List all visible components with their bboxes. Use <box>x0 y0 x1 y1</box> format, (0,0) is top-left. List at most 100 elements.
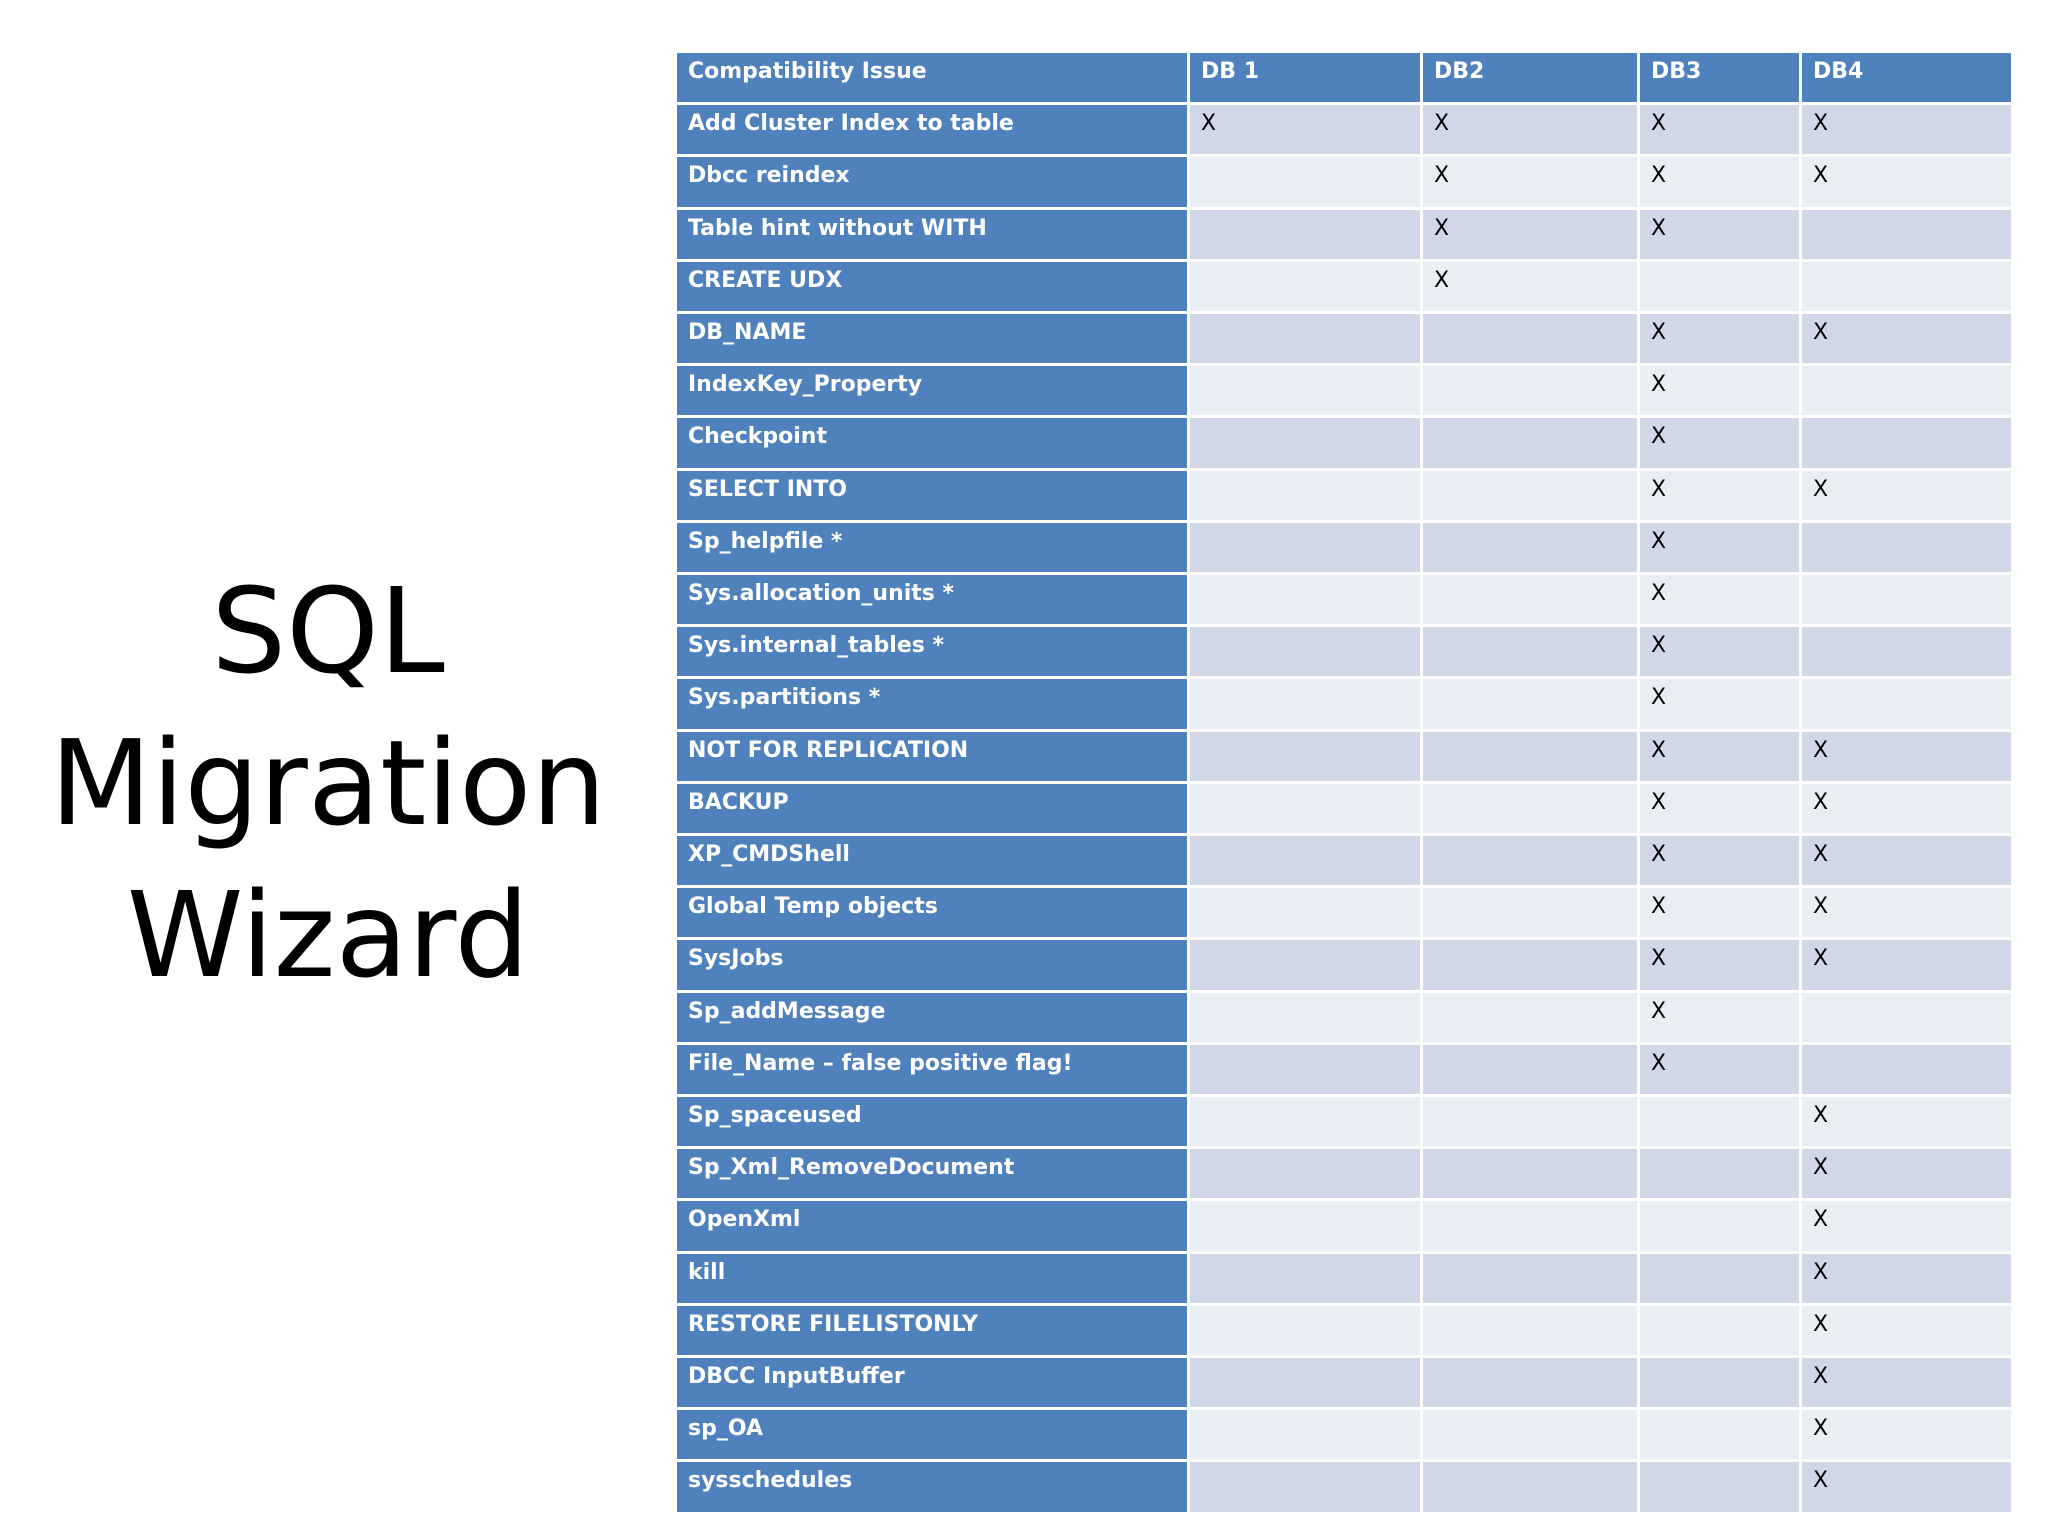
table-cell: NOT FOR REPLICATION <box>677 731 1190 784</box>
table-cell <box>1423 1253 1640 1306</box>
table-cell <box>1423 418 1640 471</box>
table-cell <box>1190 209 1423 262</box>
table-cell: X <box>1640 627 1802 680</box>
table-cell: BACKUP <box>677 783 1190 836</box>
table-cell: X <box>1802 1358 2014 1411</box>
table-cell <box>1640 1253 1802 1306</box>
table-cell <box>1190 157 1423 210</box>
table-cell <box>1423 1149 1640 1202</box>
table-cell: DB3 <box>1640 53 1802 106</box>
table-cell <box>1190 679 1423 732</box>
table-cell <box>1802 261 2014 314</box>
table-cell: X <box>1802 1201 2014 1254</box>
table-cell <box>1190 1410 1423 1463</box>
table-cell: DB_NAME <box>677 314 1190 367</box>
table-cell: Dbcc reindex <box>677 157 1190 210</box>
table-cell: IndexKey_Property <box>677 366 1190 419</box>
table-cell <box>1190 575 1423 628</box>
title-line: Wizard <box>126 866 530 1004</box>
table-cell: SysJobs <box>677 940 1190 993</box>
table-cell: X <box>1640 1044 1802 1097</box>
table-cell: X <box>1640 418 1802 471</box>
table-cell: X <box>1423 209 1640 262</box>
table-cell: Sys.partitions * <box>677 679 1190 732</box>
table-cell <box>1802 627 2014 680</box>
table-cell: X <box>1640 992 1802 1045</box>
table-cell <box>1423 1305 1640 1358</box>
table-cell <box>1423 940 1640 993</box>
table-cell <box>1423 1044 1640 1097</box>
table-cell: X <box>1640 679 1802 732</box>
table-cell: Table hint without WITH <box>677 209 1190 262</box>
table-cell <box>1423 1201 1640 1254</box>
table-cell: SELECT INTO <box>677 470 1190 523</box>
table-cell <box>1190 1201 1423 1254</box>
table-cell <box>1190 1305 1423 1358</box>
table-cell <box>1802 1044 2014 1097</box>
table-cell <box>1190 1097 1423 1150</box>
table-cell: File_Name – false positive flag! <box>677 1044 1190 1097</box>
table-cell: X <box>1802 105 2014 158</box>
table-cell: X <box>1640 209 1802 262</box>
table-cell <box>1423 627 1640 680</box>
table-cell: Sp_Xml_RemoveDocument <box>677 1149 1190 1202</box>
table-cell: Checkpoint <box>677 418 1190 471</box>
table-cell: X <box>1640 575 1802 628</box>
table-cell <box>1190 1149 1423 1202</box>
table-cell: X <box>1640 888 1802 941</box>
table-cell: X <box>1802 731 2014 784</box>
table-cell <box>1802 575 2014 628</box>
table-cell <box>1640 1358 1802 1411</box>
table-cell: X <box>1640 522 1802 575</box>
table-cell: RESTORE FILELISTONLY <box>677 1305 1190 1358</box>
table-cell: XP_CMDShell <box>677 836 1190 889</box>
table-cell: X <box>1802 470 2014 523</box>
table-cell <box>1190 366 1423 419</box>
table-cell: X <box>1802 314 2014 367</box>
table-cell <box>1423 731 1640 784</box>
table-cell: OpenXml <box>677 1201 1190 1254</box>
table-cell: X <box>1640 836 1802 889</box>
table-cell: X <box>1640 731 1802 784</box>
table-cell: Sp_addMessage <box>677 992 1190 1045</box>
table-cell: X <box>1802 836 2014 889</box>
table-cell: X <box>1802 940 2014 993</box>
table-cell: X <box>1190 105 1423 158</box>
table-cell <box>1190 940 1423 993</box>
table-cell: X <box>1640 366 1802 419</box>
table-cell <box>1190 418 1423 471</box>
table-cell <box>1190 992 1423 1045</box>
title-line: SQL <box>211 562 445 700</box>
table-cell <box>1423 1462 1640 1515</box>
table-cell: X <box>1802 1253 2014 1306</box>
table-cell: DB4 <box>1802 53 2014 106</box>
table-cell: X <box>1802 888 2014 941</box>
table-cell: kill <box>677 1253 1190 1306</box>
table-cell <box>1190 1462 1423 1515</box>
table-cell: X <box>1423 105 1640 158</box>
table-cell <box>1423 992 1640 1045</box>
table-cell: Sys.internal_tables * <box>677 627 1190 680</box>
table-cell: X <box>1640 940 1802 993</box>
table-cell <box>1423 1410 1640 1463</box>
table-cell: CREATE UDX <box>677 261 1190 314</box>
table-cell <box>1640 1410 1802 1463</box>
table-cell: sp_OA <box>677 1410 1190 1463</box>
table-cell <box>1423 366 1640 419</box>
table-cell <box>1640 1305 1802 1358</box>
table-cell <box>1802 679 2014 732</box>
table-cell <box>1423 679 1640 732</box>
table-cell <box>1423 575 1640 628</box>
table-cell: X <box>1423 157 1640 210</box>
table-cell <box>1423 522 1640 575</box>
table-cell <box>1190 731 1423 784</box>
table-cell <box>1423 470 1640 523</box>
table-cell <box>1190 1044 1423 1097</box>
table-cell: X <box>1802 1097 2014 1150</box>
table-cell: X <box>1802 1149 2014 1202</box>
table-cell <box>1640 1462 1802 1515</box>
table-cell <box>1423 1358 1640 1411</box>
table-cell <box>1423 836 1640 889</box>
table-cell <box>1802 209 2014 262</box>
table-cell <box>1190 261 1423 314</box>
